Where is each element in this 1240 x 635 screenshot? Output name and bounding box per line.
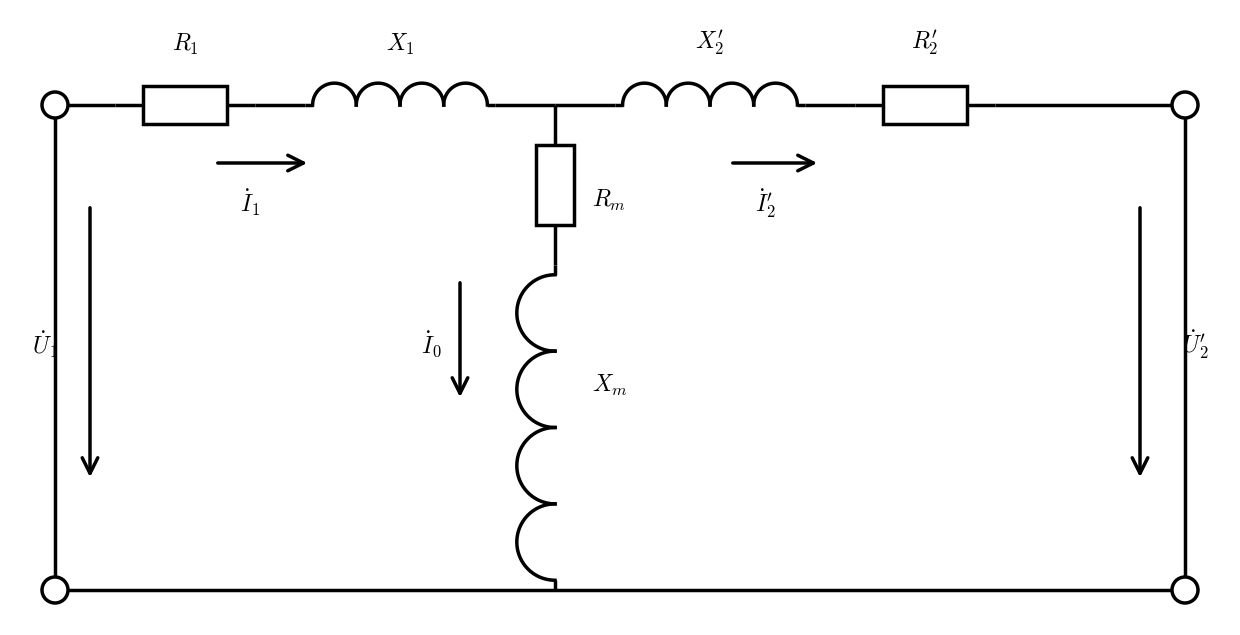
Text: $\dot{U}_2^{\prime}$: $\dot{U}_2^{\prime}$ [1182, 328, 1208, 361]
Bar [143, 86, 227, 124]
Text: $X_2^{\prime}$: $X_2^{\prime}$ [696, 28, 724, 57]
Text: $\dot{I}_0$: $\dot{I}_0$ [422, 330, 441, 360]
Text: $X_1$: $X_1$ [386, 32, 414, 57]
Text: $\dot{I}_2^{\prime}$: $\dot{I}_2^{\prime}$ [755, 187, 775, 220]
Text: $R_1$: $R_1$ [171, 32, 198, 57]
Bar [883, 86, 967, 124]
Circle shape [1172, 92, 1198, 118]
Circle shape [42, 92, 68, 118]
Text: $R_m$: $R_m$ [591, 187, 626, 213]
Circle shape [42, 577, 68, 603]
Text: $\dot{I}_1$: $\dot{I}_1$ [239, 187, 260, 218]
Circle shape [1172, 577, 1198, 603]
Text: $R_2^{\prime}$: $R_2^{\prime}$ [911, 28, 939, 57]
Bar [536, 145, 574, 225]
Text: $\dot{U}_1$: $\dot{U}_1$ [32, 330, 58, 361]
Text: $X_m$: $X_m$ [591, 373, 627, 398]
